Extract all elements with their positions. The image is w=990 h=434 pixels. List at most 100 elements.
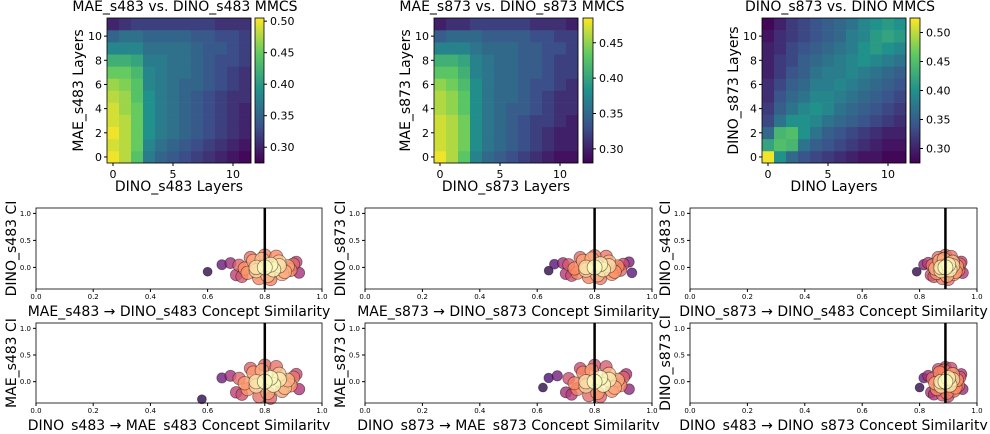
heatmap-cell [894,54,907,67]
heatmap-cell [894,66,907,79]
heatmap-cell [215,54,228,67]
heatmap-cell [774,18,787,31]
heatmap-cell [191,42,204,55]
colorbar-tick-label: 0.35 [270,110,295,123]
heatmap-cell [798,54,811,67]
y-tick-label: 10 [88,30,102,43]
heatmap-cell [786,42,799,55]
heatmap-cell [554,150,567,164]
heatmap-cell [834,114,847,128]
x-axis-label: DINO Layers [790,179,877,195]
heatmap-cell [131,138,144,152]
heatmap-cell [191,102,204,115]
axes-frame [689,322,978,404]
heatmap-cell [530,42,543,55]
heatmap-cell [107,126,120,140]
heatmap-cell [542,102,555,115]
heatmap-cell [530,150,543,164]
heatmap-cell [215,66,228,79]
x-tick-label: 0.2 [417,293,428,301]
heatmap-cell [810,114,823,128]
heatmap-cell [858,18,871,31]
y-axis-label: MAE_s483 CI [4,318,20,408]
x-tick-label: 0.4 [145,407,157,415]
heatmap-cell [470,42,483,55]
heatmap-cell [107,18,120,31]
heatmap-cell [786,18,799,31]
scatter-point [538,382,548,393]
heatmap-cell [846,138,859,152]
heatmap-cell [810,30,823,43]
heatmap-cell [774,54,787,67]
heatmap-cell [119,102,132,115]
heatmap-cell [227,138,240,152]
x-axis-label: DINO_s873 Layers [442,179,570,195]
heatmap-cell [518,138,531,152]
heatmap-cell [131,126,144,140]
heatmap-cell [810,66,823,79]
heatmap-cell [143,126,156,140]
heatmap-cell [846,102,859,115]
heatmap-cell [119,150,132,164]
heatmap-cell [446,114,459,128]
heatmap-cell [834,66,847,79]
x-tick-label: 0.4 [145,293,157,301]
x-tick-label: 10 [881,168,895,181]
heatmap-cell [882,90,895,103]
axes-frame [761,17,907,164]
heatmap-cell [542,114,555,128]
heatmap-cell [494,66,507,79]
heatmap-cell [107,150,120,164]
heatmap-cell [834,150,847,164]
heatmap-cell [870,42,883,55]
heatmap-cell [227,90,240,103]
scatter-panel: 0.0 0.2 0.4 0.6 0.8 1.0 0.0 0.5 1.0 DINO_s873 → M… [333,318,660,434]
heatmap-cell [566,138,579,152]
heatmap-cell [870,126,883,140]
heatmap-cell [566,66,579,79]
heatmap-cell [494,102,507,115]
scatter-panel: 0.0 0.2 0.4 0.6 0.8 1.0 0.0 0.5 1.0 MAE_s483 → DI… [4,201,330,320]
heatmap-cell [119,18,132,31]
heatmap-cell [810,54,823,67]
heatmap-cell [774,30,787,43]
heatmap-cell [179,90,192,103]
y-tick-label: 1.0 [349,210,360,218]
heatmap-cell [822,66,835,79]
x-tick-label: 5 [825,168,832,181]
heatmap-cell [518,18,531,31]
heatmap-cell [155,126,168,140]
heatmap-cell [506,42,519,55]
heatmap-cell [434,54,447,67]
heatmap-cell [458,78,471,91]
y-tick-label: 6 [422,78,429,91]
heatmap-cell [179,18,192,31]
x-axis-label: DINO_s483 Layers [115,179,243,195]
colorbar [909,17,921,164]
heatmap-cell [239,126,252,140]
heatmap-cell [131,42,144,55]
x-tick-label: 0.6 [532,407,544,415]
heatmap-cell [786,78,799,91]
heatmap-cell [786,30,799,43]
heatmap-cell [494,30,507,43]
heatmap-cell [191,78,204,91]
heatmap-cell [542,30,555,43]
heatmap-cell [870,114,883,128]
heatmap-cell [858,30,871,43]
colorbar-tick-label: 0.30 [270,141,295,154]
colorbar-tick-label: 0.45 [599,37,624,50]
heatmap-cell [119,54,132,67]
y-tick-label: 0.0 [20,378,31,386]
heatmap-cell [566,18,579,31]
heatmap-cell [786,102,799,115]
heatmap-cell [131,114,144,128]
heatmap-cell [822,30,835,43]
y-tick-label: 1.0 [20,210,31,218]
heatmap-cell [203,42,216,55]
heatmap-cell [846,18,859,31]
scatter-point [551,370,563,382]
heatmap-cell [131,18,144,31]
x-tick-label: 5 [497,168,504,181]
heatmap-cell [119,42,132,55]
